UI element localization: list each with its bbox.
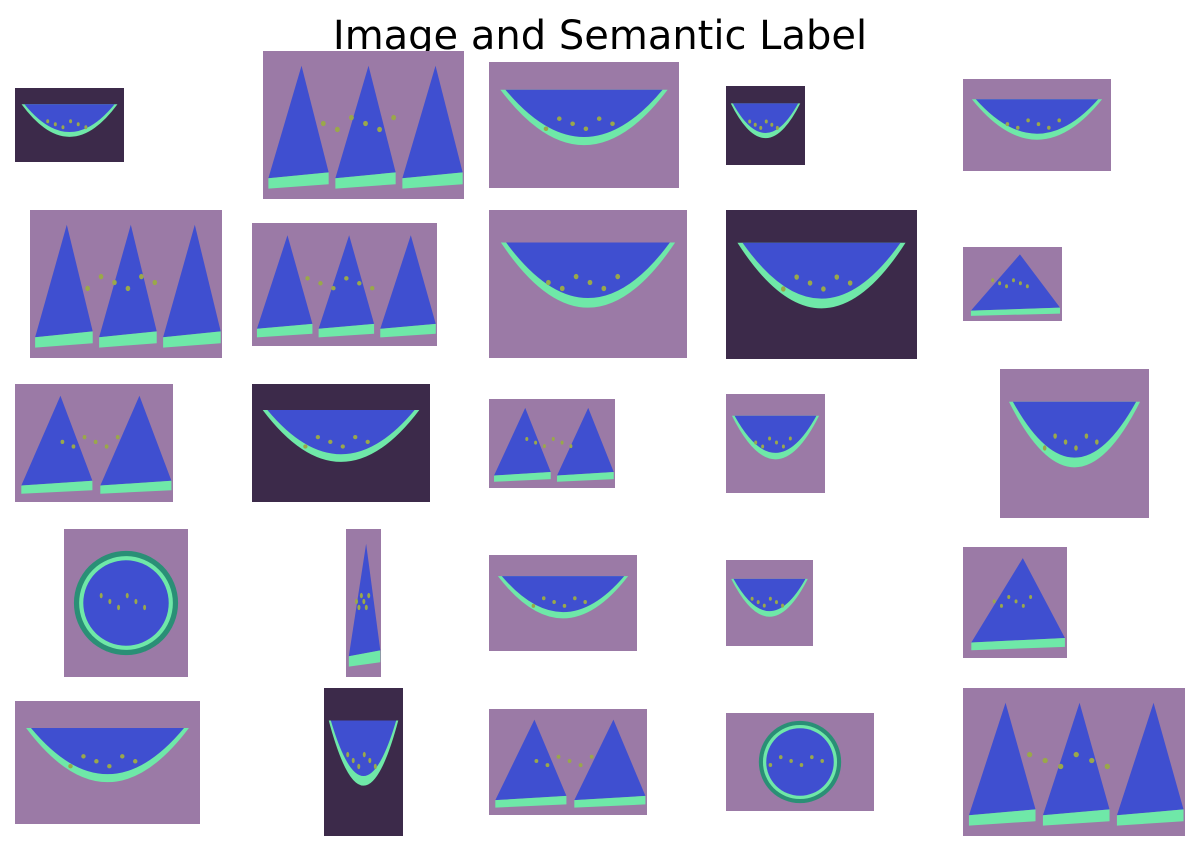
segmentation-image: [726, 86, 805, 165]
segmentation-image: [489, 555, 637, 651]
segmentation-image: [726, 713, 874, 811]
figure-title: Image and Semantic Label: [332, 13, 868, 59]
segmentation-image: [963, 247, 1062, 321]
segmentation-image: [252, 223, 437, 346]
segmentation-image: [726, 560, 813, 646]
segmentation-image: [726, 394, 825, 493]
segmentation-image: [963, 688, 1185, 836]
segmentation-image: [15, 88, 124, 162]
segmentation-image: [489, 62, 679, 188]
segmentation-image: [489, 210, 687, 358]
segmentation-image: [324, 688, 403, 836]
segmentation-image: [64, 529, 188, 677]
segmentation-image: [1000, 369, 1149, 518]
segmentation-image: [489, 709, 647, 815]
segmentation-image: [252, 384, 430, 502]
segmentation-image: [963, 547, 1067, 658]
segmentation-image: [15, 384, 173, 502]
segmentation-image: [263, 51, 464, 199]
segmentation-image: [346, 529, 381, 677]
segmentation-image: [963, 79, 1111, 171]
segmentation-image: [15, 701, 200, 824]
segmentation-image: [489, 399, 615, 488]
segmentation-image: [726, 210, 917, 359]
segmentation-image: [30, 210, 222, 358]
